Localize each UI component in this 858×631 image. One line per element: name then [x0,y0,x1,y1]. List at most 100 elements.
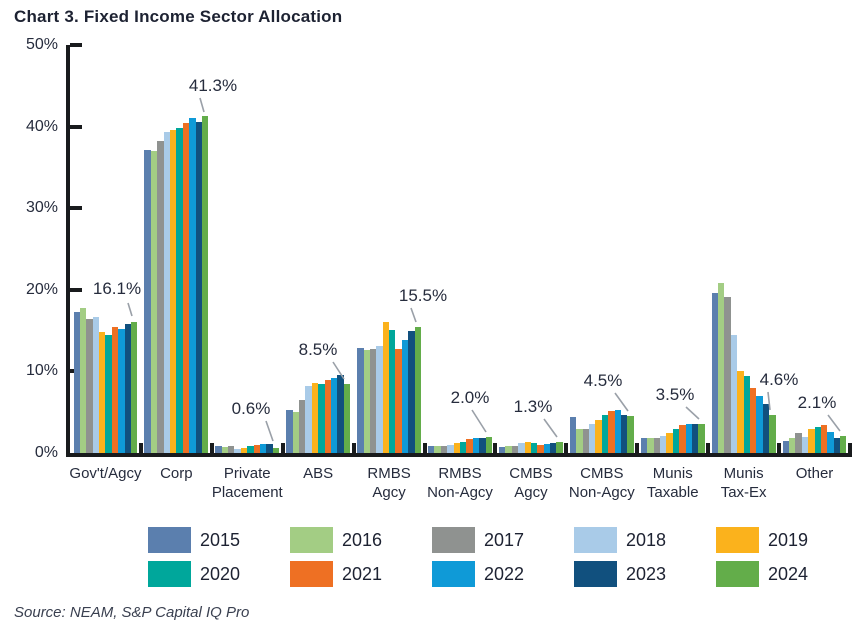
bar-2019 [595,419,602,453]
bar-2023 [833,437,841,453]
bar-2022 [260,444,267,453]
bar-group-cmbs-agcy [495,45,566,453]
y-axis-tick [70,287,82,292]
bar-2016 [292,412,299,453]
bar-2023 [124,324,132,453]
legend-label-2018: 2018 [626,529,667,550]
bar-2020 [318,384,325,453]
bar-2017 [795,432,802,453]
bar-2017 [369,349,377,453]
data-label-cmbs-non-agcy: 4.5% [583,371,623,390]
bar-2020 [105,334,112,453]
bar-2024 [840,435,847,453]
bar-2023 [550,443,557,453]
bar-2024 [769,415,776,453]
data-label-munis-tax-ex: 4.6% [759,370,799,389]
bar-2021 [111,327,119,453]
legend-swatch-2016 [290,527,333,553]
x-axis-category-label: CMBS Agcy [509,465,553,501]
legend-label-2022: 2022 [484,563,525,584]
x-axis-category-label: Private Placement [211,465,283,501]
legend-label-2024: 2024 [768,563,809,584]
bar-2016 [363,350,370,453]
data-label-other: 2.1% [797,393,837,412]
bar-2016 [576,428,583,453]
x-axis-group-tick [564,443,568,453]
y-axis-tick-label: 10% [25,362,58,380]
legend-item-2023: 2023 [574,561,716,587]
y-axis-tick [70,124,82,129]
legend-swatch-2021 [290,561,333,587]
bar-2024 [485,436,492,453]
x-axis-category-label: Other [795,465,834,482]
bar-group-rmbs-non-agcy [425,45,496,453]
y-axis-tick-label: 0% [34,444,58,461]
bar-2019 [240,448,248,453]
x-axis-category-label: RMBS Agcy [367,465,411,501]
x-axis-category-label: Munis Tax-Ex [720,465,767,501]
bar-2024 [627,416,634,453]
legend-label-2020: 2020 [200,563,241,584]
bar-2020 [176,128,183,453]
bar-2021 [324,380,331,453]
legend-label-2021: 2021 [342,563,383,584]
legend-item-2019: 2019 [716,527,858,553]
bar-2017 [724,297,731,453]
bar-2021 [679,425,686,453]
bar-2021 [608,410,615,453]
bar-2019 [666,433,673,453]
data-label-abs: 8.5% [298,340,338,359]
bar-2021 [466,439,473,453]
bar-2020 [247,445,254,453]
legend-swatch-2023 [574,561,617,587]
bar-2015 [569,417,577,453]
x-axis-category-label: Munis Taxable [646,465,699,501]
bar-2021 [182,122,190,453]
y-axis-tick-label: 20% [25,280,58,298]
bar-2018 [234,448,241,453]
bar-2022 [401,339,409,453]
x-axis-group-tick [210,443,214,453]
bar-group-cmbs-non-agcy [566,45,637,453]
bar-2023 [408,330,415,453]
bar-group-gov-t-agcy [70,45,141,453]
bar-2019 [524,441,531,453]
y-axis-tick-label: 40% [25,117,58,135]
bar-2018 [447,444,454,453]
bar-2018 [518,443,525,453]
bar-2016 [788,438,796,453]
bar-2018 [92,316,100,453]
legend-swatch-2019 [716,527,759,553]
bar-2017 [511,445,519,453]
bar-2017 [157,141,164,453]
legend-row-1: 2015 2016 2017 2018 2019 [148,527,858,553]
x-axis-group-tick [352,443,356,453]
bar-2024 [131,321,138,453]
bar-2020 [389,329,396,453]
bar-2024 [414,326,422,453]
bar-group-rmbs-agcy [354,45,425,453]
bar-2016 [505,446,512,453]
bar-group-abs [283,45,354,453]
bar-2022 [543,444,551,453]
bar-2022 [189,118,196,453]
x-axis-group-tick [635,443,639,453]
bar-2016 [150,151,158,453]
bar-2015 [215,445,222,453]
bar-2019 [382,322,390,453]
x-axis-category-label: Corp [160,465,193,482]
data-label-rmbs-agcy: 15.5% [398,286,448,305]
bar-2023 [195,121,202,453]
x-axis-group-tick [281,443,285,453]
bar-2021 [820,425,828,453]
bar-2016 [79,307,87,453]
bar-group-other [779,45,850,453]
bar-2020 [530,443,538,453]
legend-item-2024: 2024 [716,561,858,587]
legend-item-2015: 2015 [148,527,290,553]
x-axis-category-label: RMBS Non-Agcy [427,465,493,501]
bar-2023 [479,437,486,453]
y-axis-line [66,45,70,457]
bar-2024 [698,424,705,453]
